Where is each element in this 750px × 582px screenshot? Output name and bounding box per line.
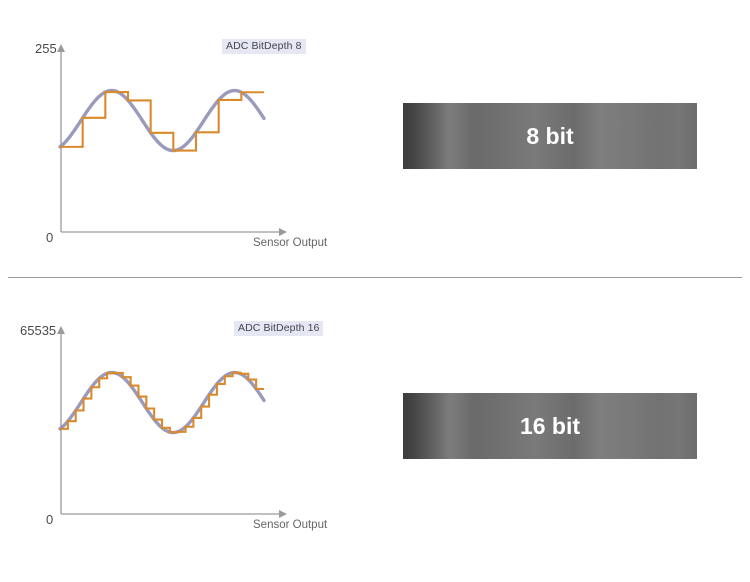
svg-text:Sensor Output: Sensor Output	[253, 519, 328, 531]
svg-text:0: 0	[46, 230, 53, 245]
svg-text:65535: 65535	[20, 323, 56, 338]
svg-text:0: 0	[46, 512, 53, 527]
svg-text:Sensor Output: Sensor Output	[253, 237, 328, 249]
svg-text:255: 255	[35, 41, 57, 56]
